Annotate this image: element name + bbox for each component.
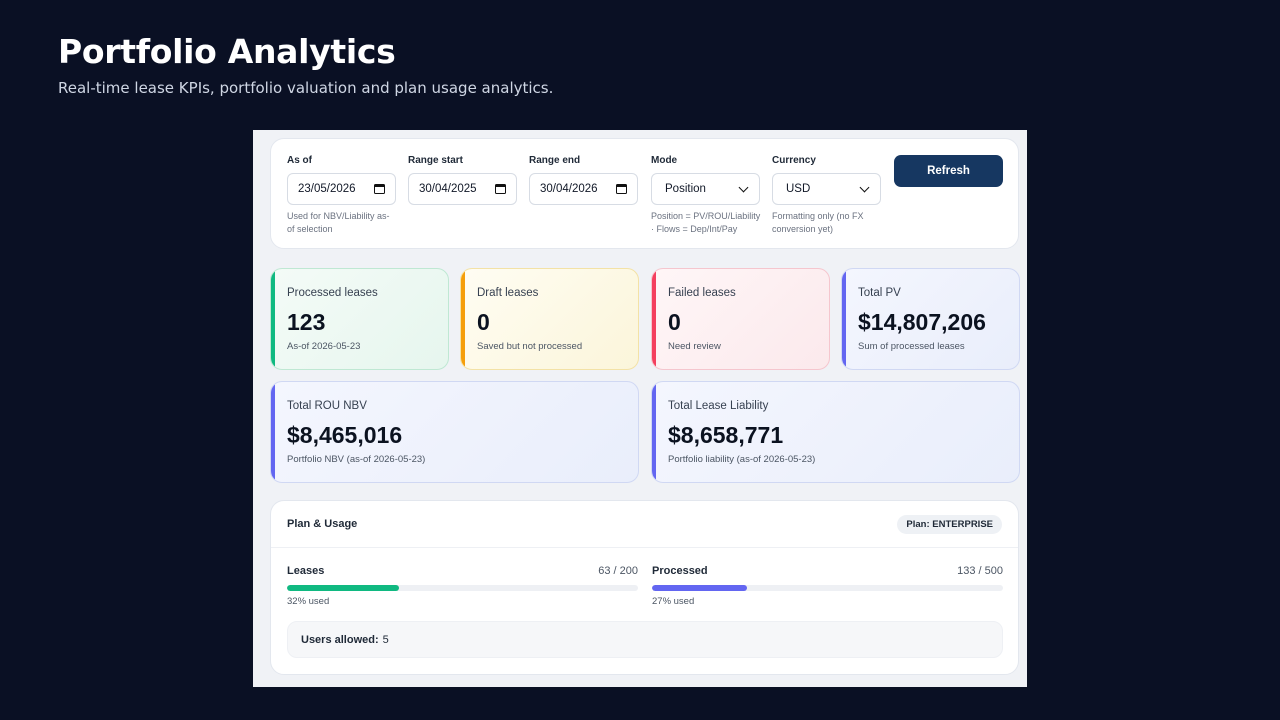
- usage-count: 63 / 200: [598, 565, 638, 577]
- currency-label: Currency: [772, 155, 816, 166]
- kpi-subtext: Portfolio liability (as-of 2026-05-23): [668, 454, 816, 465]
- users-allowed-label: Users allowed:: [301, 633, 379, 646]
- kpi-value: $8,465,016: [287, 422, 403, 448]
- calendar-icon[interactable]: [495, 184, 506, 194]
- usage-label: Processed: [652, 565, 708, 577]
- divider: [271, 547, 1018, 548]
- usage-percent: 32% used: [287, 596, 330, 607]
- slide-title: Portfolio Analytics: [58, 32, 396, 71]
- kpi-card-total-pv: Total PV $14,807,206 Sum of processed le…: [841, 268, 1020, 370]
- kpi-value: 0: [477, 309, 490, 335]
- kpi-value: 123: [287, 309, 326, 335]
- usage-count: 133 / 500: [957, 565, 1003, 577]
- chevron-down-icon: [859, 182, 870, 192]
- as-of-label: As of: [287, 155, 312, 166]
- currency-value: USD: [786, 183, 811, 195]
- kpi-label: Processed leases: [287, 287, 378, 299]
- calendar-icon[interactable]: [616, 184, 627, 194]
- kpi-subtext: Sum of processed leases: [858, 341, 965, 352]
- plan-usage-title: Plan & Usage: [287, 518, 358, 530]
- plan-badge: Plan: ENTERPRISE: [897, 515, 1002, 534]
- kpi-label: Draft leases: [477, 287, 539, 299]
- usage-percent: 27% used: [652, 596, 695, 607]
- plan-usage-panel: Plan & Usage Plan: ENTERPRISE Leases 63 …: [270, 500, 1019, 675]
- mode-help: Position = PV/ROU/Liability · Flows = De…: [651, 211, 761, 234]
- users-allowed-value: 5: [382, 633, 389, 646]
- mode-label: Mode: [651, 155, 678, 166]
- kpi-card-processed-leases: Processed leases 123 As-of 2026-05-23: [270, 268, 449, 370]
- kpi-value: $8,658,771: [668, 422, 784, 448]
- chevron-down-icon: [738, 182, 749, 192]
- slide-subtitle: Real-time lease KPIs, portfolio valuatio…: [58, 79, 554, 97]
- kpi-value: 0: [668, 309, 681, 335]
- usage-progress-bar: [287, 585, 638, 591]
- kpi-card-failed-leases: Failed leases 0 Need review: [651, 268, 830, 370]
- refresh-button[interactable]: Refresh: [894, 155, 1003, 187]
- kpi-label: Failed leases: [668, 287, 736, 299]
- as-of-group: As of 23/05/2026 Used for NBV/Liability …: [287, 155, 397, 235]
- currency-help: Formatting only (no FX conversion yet): [772, 211, 864, 234]
- users-allowed: Users allowed: 5: [287, 621, 1003, 658]
- usage-progress-bar: [652, 585, 1003, 591]
- app-screenshot: As of 23/05/2026 Used for NBV/Liability …: [253, 130, 1027, 687]
- range-end-value: 30/04/2026: [540, 183, 598, 195]
- usage-leases: Leases 63 / 200 32% used: [287, 565, 638, 607]
- range-start-value: 30/04/2025: [419, 183, 477, 195]
- as-of-help: Used for NBV/Liability as-of selection: [287, 211, 390, 234]
- mode-group: Mode Position Position = PV/ROU/Liabilit…: [651, 155, 761, 235]
- currency-select[interactable]: USD: [772, 173, 881, 205]
- range-start-label: Range start: [408, 155, 464, 166]
- range-start-group: Range start 30/04/2025: [408, 155, 518, 205]
- as-of-date-input[interactable]: 23/05/2026: [287, 173, 396, 205]
- kpi-label: Total PV: [858, 287, 901, 299]
- usage-processed: Processed 133 / 500 27% used: [652, 565, 1003, 607]
- currency-group: Currency USD Formatting only (no FX conv…: [772, 155, 882, 235]
- filter-panel: As of 23/05/2026 Used for NBV/Liability …: [270, 138, 1019, 249]
- usage-progress-fill: [652, 585, 747, 591]
- kpi-label: Total ROU NBV: [287, 400, 367, 412]
- kpi-subtext: Portfolio NBV (as-of 2026-05-23): [287, 454, 426, 465]
- mode-select[interactable]: Position: [651, 173, 760, 205]
- kpi-card-total-lease-liability: Total Lease Liability $8,658,771 Portfol…: [651, 381, 1020, 483]
- range-end-label: Range end: [529, 155, 581, 166]
- usage-label: Leases: [287, 565, 325, 577]
- kpi-card-draft-leases: Draft leases 0 Saved but not processed: [460, 268, 639, 370]
- kpi-value: $14,807,206: [858, 309, 986, 335]
- range-end-date-input[interactable]: 30/04/2026: [529, 173, 638, 205]
- mode-value: Position: [665, 183, 706, 195]
- kpi-subtext: Need review: [668, 341, 721, 352]
- kpi-card-total-rou-nbv: Total ROU NBV $8,465,016 Portfolio NBV (…: [270, 381, 639, 483]
- calendar-icon[interactable]: [374, 184, 385, 194]
- kpi-subtext: Saved but not processed: [477, 341, 583, 352]
- usage-progress-fill: [287, 585, 400, 591]
- range-start-date-input[interactable]: 30/04/2025: [408, 173, 517, 205]
- range-end-group: Range end 30/04/2026: [529, 155, 639, 205]
- kpi-label: Total Lease Liability: [668, 400, 769, 412]
- kpi-subtext: As-of 2026-05-23: [287, 341, 361, 352]
- as-of-value: 23/05/2026: [298, 183, 356, 195]
